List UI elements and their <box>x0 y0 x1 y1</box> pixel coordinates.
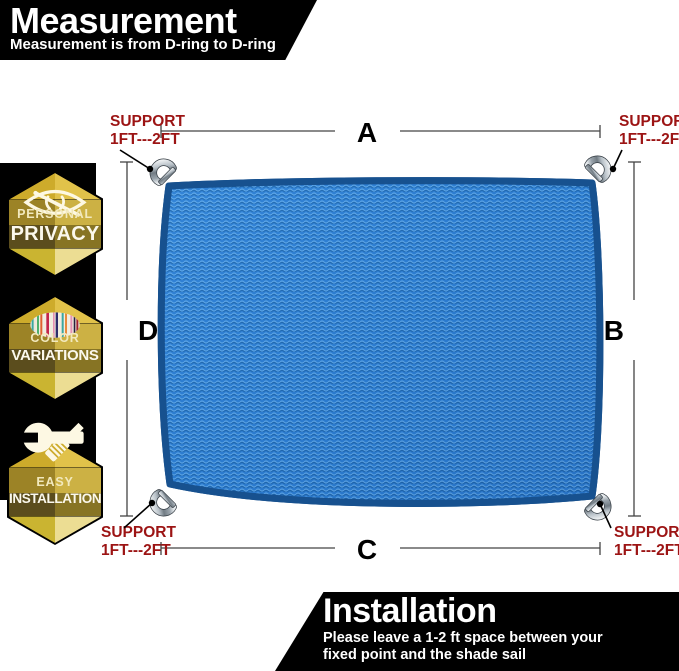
svg-text:SUPPORT: SUPPORT <box>110 113 185 130</box>
svg-text:B: B <box>604 315 624 346</box>
svg-text:C: C <box>357 534 377 565</box>
svg-text:1FT---2FT: 1FT---2FT <box>619 131 679 148</box>
svg-text:1FT---2FT: 1FT---2FT <box>110 131 180 148</box>
svg-text:D: D <box>138 315 158 346</box>
svg-text:1FT---2FT: 1FT---2FT <box>101 542 171 559</box>
svg-text:SUPPORT: SUPPORT <box>619 113 679 130</box>
svg-text:SUPPORT: SUPPORT <box>101 524 176 541</box>
svg-text:SUPPORT: SUPPORT <box>614 524 679 541</box>
svg-text:1FT---2FT: 1FT---2FT <box>614 542 679 559</box>
svg-text:A: A <box>357 117 377 148</box>
